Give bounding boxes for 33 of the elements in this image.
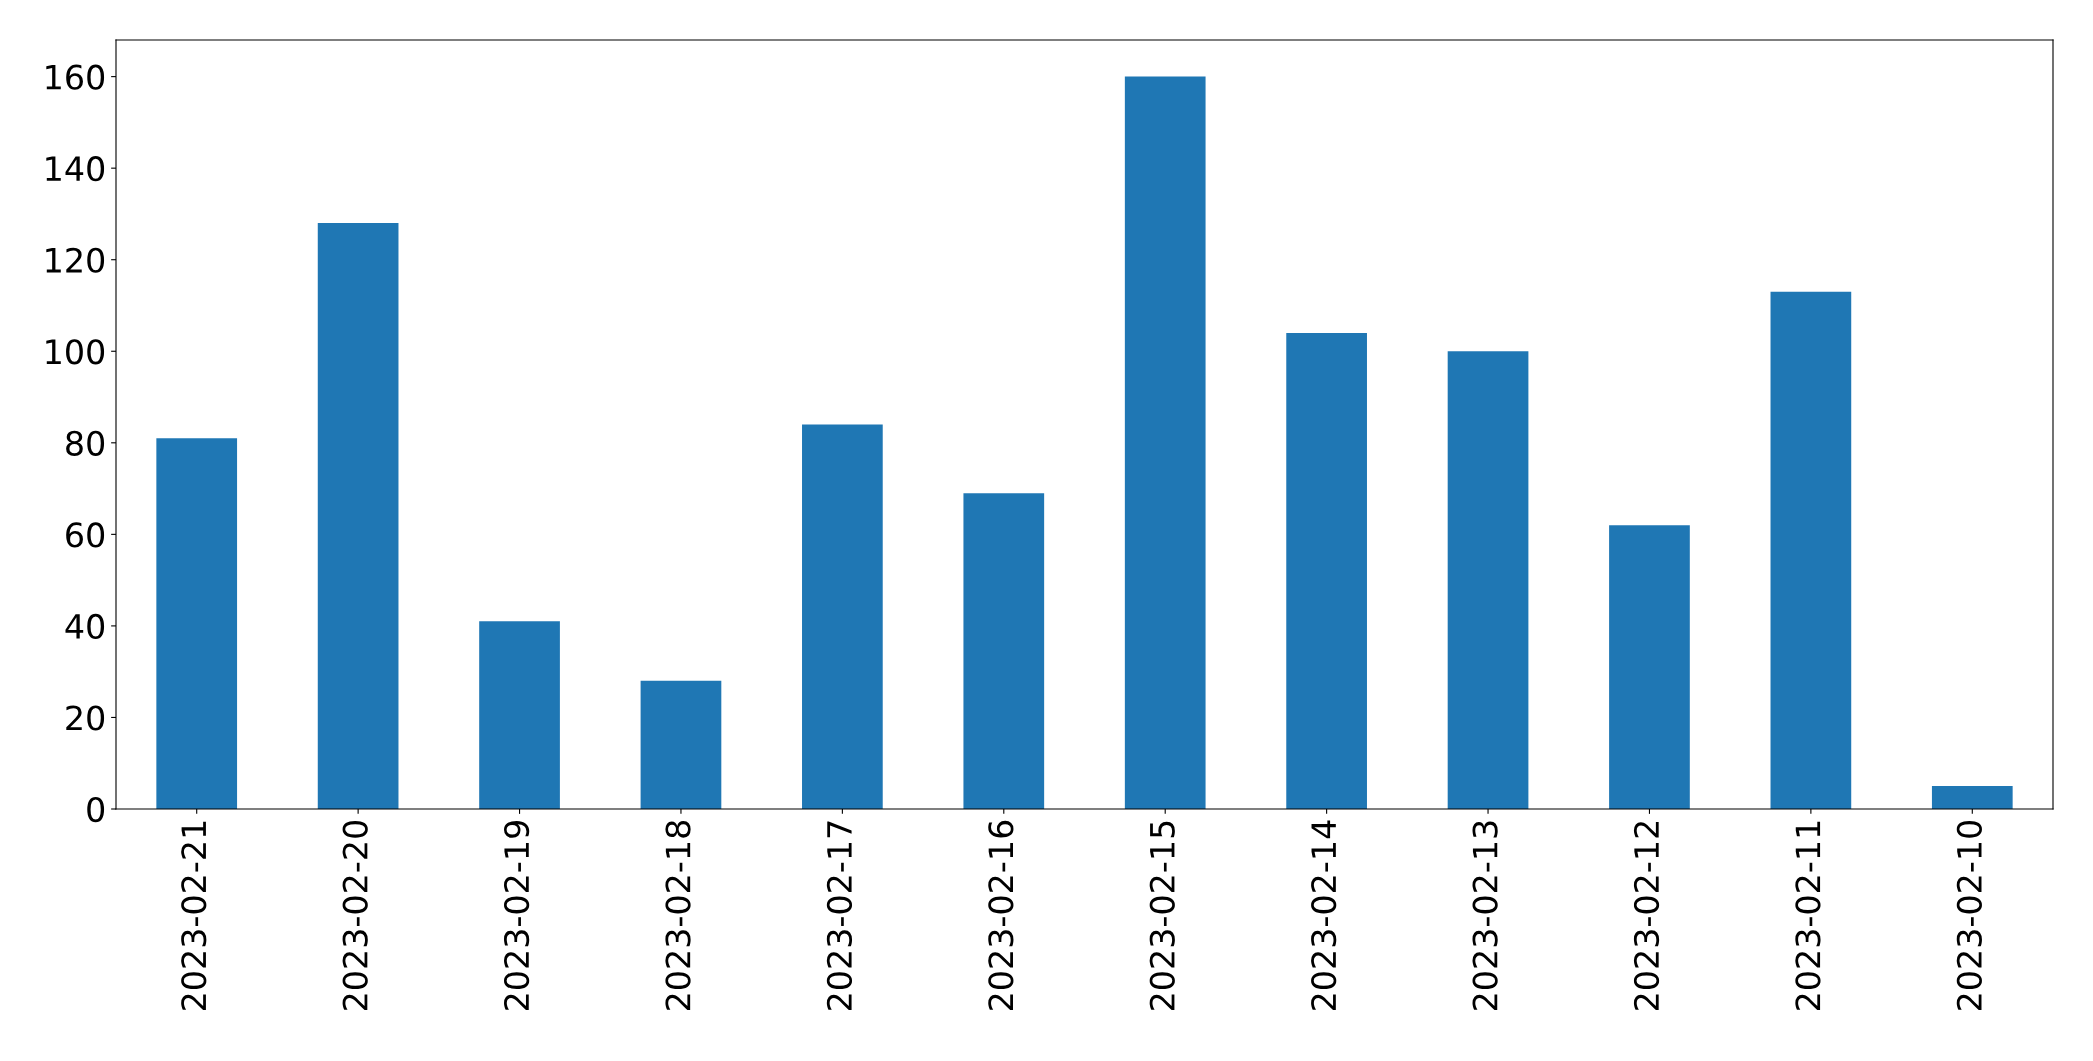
bar bbox=[640, 680, 722, 809]
bar bbox=[1770, 291, 1852, 809]
x-tick-label: 2023-02-11 bbox=[1795, 821, 1821, 1010]
x-tick-label: 2023-02-10 bbox=[1956, 820, 1982, 1010]
bar bbox=[1447, 351, 1529, 809]
x-tick-label: 2023-02-16 bbox=[988, 820, 1014, 1010]
bar bbox=[479, 621, 560, 809]
y-tick-label: 140 bbox=[46, 156, 105, 182]
x-tick-label: 2023-02-12 bbox=[1633, 822, 1660, 1010]
y-tick-label: 160 bbox=[46, 64, 105, 90]
y-tick-label: 20 bbox=[66, 705, 105, 731]
x-tick-label: 2023-02-17 bbox=[826, 821, 853, 1010]
y-tick-label: 40 bbox=[65, 613, 105, 640]
bar bbox=[963, 493, 1045, 809]
y-tick-label: 60 bbox=[66, 522, 105, 548]
y-tick-label: 120 bbox=[46, 247, 105, 273]
x-tick-label: 2023-02-21 bbox=[181, 821, 207, 1010]
x-tick-label: 2023-02-14 bbox=[1311, 820, 1337, 1010]
y-tick-label: 0 bbox=[87, 796, 105, 823]
bar bbox=[317, 223, 399, 809]
bar bbox=[1609, 525, 1690, 809]
x-tick-label: 2023-02-15 bbox=[1149, 821, 1175, 1010]
bar bbox=[1286, 332, 1367, 809]
x-tick-label: 2023-02-13 bbox=[1472, 821, 1498, 1010]
bar bbox=[1931, 786, 2013, 809]
bar bbox=[1124, 76, 1206, 809]
x-tick-label: 2023-02-18 bbox=[665, 821, 691, 1010]
bar bbox=[802, 424, 883, 809]
x-tick-label: 2023-02-20 bbox=[342, 820, 368, 1010]
y-tick-label: 80 bbox=[66, 430, 105, 456]
x-tick-label: 2023-02-19 bbox=[504, 821, 530, 1010]
bar bbox=[156, 438, 238, 809]
y-tick-label: 100 bbox=[46, 339, 105, 365]
